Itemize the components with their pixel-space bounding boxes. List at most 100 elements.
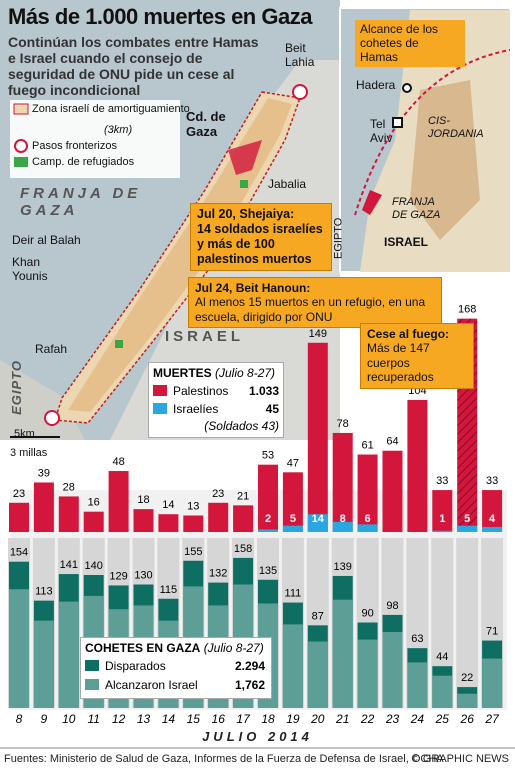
- value-label: 113: [35, 586, 53, 598]
- bar: [258, 529, 278, 532]
- value-label: 158: [234, 543, 252, 555]
- x-tick-label: 9: [41, 712, 48, 726]
- legend-total: 1,762: [234, 678, 265, 692]
- value-label: 53: [262, 450, 274, 462]
- rocket-range: [354, 49, 511, 216]
- bar: [457, 693, 478, 708]
- value-label: 64: [386, 436, 398, 448]
- bar: [432, 675, 453, 708]
- bar: [307, 342, 328, 532]
- bar: [9, 589, 29, 708]
- crossing: [292, 84, 308, 100]
- value-label: 168: [458, 304, 476, 316]
- x-tick-label: 25: [435, 712, 450, 726]
- annotation-text: 14 soldados israelíes y más de 100 pales…: [197, 222, 323, 266]
- bar: [282, 525, 303, 532]
- x-tick-label: 18: [261, 712, 275, 726]
- deaths-legend: MUERTES (Julio 8-27) Palestinos 1.033 Is…: [148, 362, 284, 438]
- x-tick-label: 8: [16, 712, 23, 726]
- legend-total: 45: [265, 402, 279, 416]
- region: ISRAEL: [165, 328, 245, 345]
- column-bg: [456, 538, 479, 708]
- x-tick-label: 13: [137, 712, 151, 726]
- inset-place: CIS-JORDANIA: [428, 115, 484, 140]
- value-label: 6: [365, 513, 371, 525]
- bar: [432, 530, 453, 532]
- bar: [332, 599, 353, 708]
- x-tick-label: 24: [410, 712, 425, 726]
- inset-place: EGIPTO: [332, 217, 345, 260]
- value-label: 135: [259, 565, 277, 577]
- value-label: 39: [38, 467, 50, 479]
- value-label: 14: [162, 499, 174, 511]
- shejaiya: [228, 140, 262, 175]
- legend-swatch: [85, 660, 99, 671]
- value-label: 22: [461, 672, 473, 684]
- legend-text: (3km): [104, 124, 133, 136]
- place: Beit Lahia: [285, 41, 315, 69]
- value-label: 140: [85, 560, 103, 572]
- bar: [332, 521, 353, 532]
- region: EGIPTO: [8, 360, 24, 415]
- legend-total: 1.033: [248, 384, 279, 398]
- value-label: 1: [439, 513, 445, 525]
- place: Jabalia: [268, 177, 307, 191]
- x-tick-label: 17: [236, 712, 251, 726]
- bar: [258, 464, 278, 532]
- value-label: 87: [312, 610, 324, 622]
- legend-subtitle: (Julio 8-27): [215, 366, 276, 380]
- inset-title: Alcance de los cohetes de Hamas: [355, 20, 465, 68]
- legend-note: (Soldados 43): [204, 419, 279, 433]
- legend-label: Alcanzaron Israel: [105, 678, 198, 692]
- city: [402, 83, 412, 93]
- value-label: 48: [112, 456, 124, 468]
- bar: [307, 641, 328, 708]
- x-tick-label: 21: [335, 712, 349, 726]
- value-label: 132: [209, 568, 227, 580]
- bar: [407, 399, 428, 532]
- value-label: 5: [290, 513, 296, 525]
- place: Rafah: [35, 342, 68, 356]
- bar: [83, 511, 104, 532]
- x-tick-label: 27: [484, 712, 500, 726]
- value-label: 63: [411, 633, 423, 645]
- legend-text: Camp. de refugiados: [32, 156, 135, 168]
- bar: [282, 472, 303, 532]
- bar: [407, 662, 428, 708]
- x-tick-label: 12: [112, 712, 126, 726]
- x-tick-label: 11: [87, 712, 99, 726]
- value-label: 90: [361, 608, 373, 620]
- value-label: 141: [60, 559, 78, 571]
- city: [392, 117, 403, 128]
- value-label: 4: [489, 513, 496, 525]
- scale: 5km: [14, 428, 35, 440]
- map-legend-bg: [10, 100, 180, 178]
- value-label: 5: [464, 513, 470, 525]
- camp: [115, 340, 123, 348]
- bar: [282, 624, 303, 708]
- value-label: 61: [361, 440, 373, 452]
- bar: [33, 482, 54, 532]
- place: Khan Younis: [12, 255, 48, 283]
- x-tick-label: 26: [460, 712, 475, 726]
- value-label: 149: [309, 328, 327, 340]
- camp: [240, 180, 248, 188]
- bar: [58, 496, 79, 532]
- bar: [432, 490, 453, 532]
- bar: [357, 454, 378, 532]
- source: Fuentes: Ministerio de Salud de Gaza, In…: [4, 753, 444, 765]
- bar: [482, 490, 503, 532]
- legend-label: Disparados: [105, 659, 166, 673]
- bar: [58, 601, 79, 708]
- bar: [457, 525, 478, 532]
- value-label: 44: [436, 651, 448, 663]
- subtitle: Continúan los combates entre Hamas e Isr…: [8, 34, 259, 99]
- inset-gaza: [362, 190, 382, 215]
- value-label: 111: [285, 588, 302, 600]
- legend-swatch: [153, 385, 167, 396]
- value-label: 13: [187, 500, 199, 512]
- legend-swatch: [153, 403, 167, 414]
- bar: [158, 514, 179, 532]
- value-label: 130: [134, 570, 152, 582]
